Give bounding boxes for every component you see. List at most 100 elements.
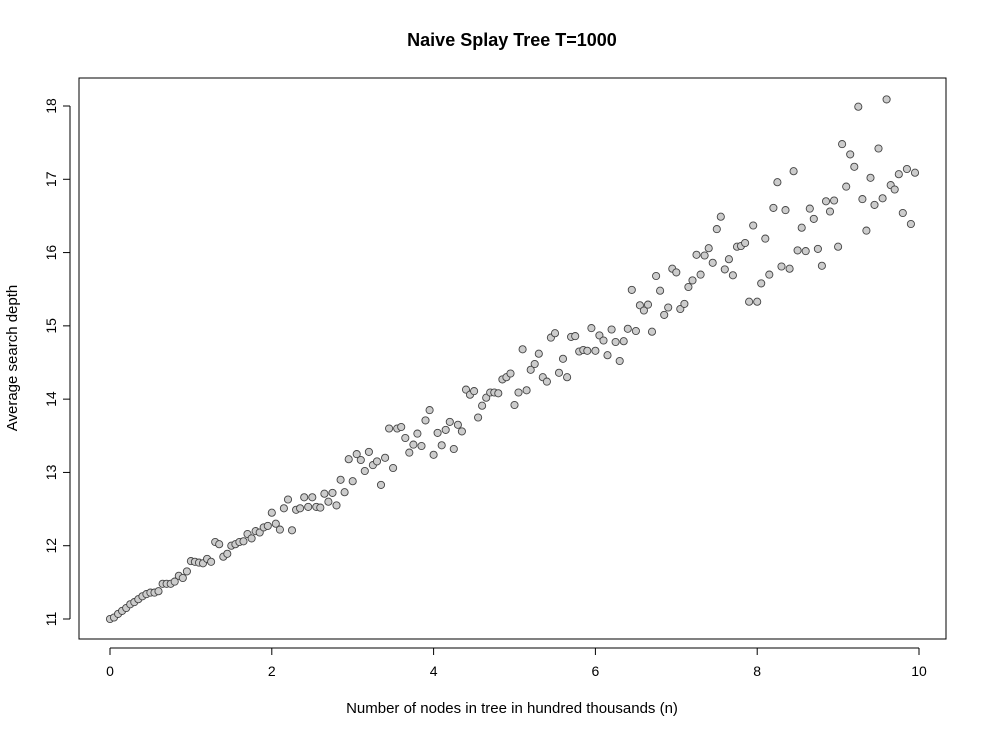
data-point bbox=[534, 349, 543, 358]
data-point bbox=[716, 212, 725, 221]
data-point bbox=[753, 297, 762, 306]
data-point bbox=[364, 447, 373, 456]
data-point bbox=[542, 377, 551, 386]
data-point bbox=[817, 261, 826, 270]
data-point bbox=[757, 279, 766, 288]
data-point bbox=[344, 455, 353, 464]
data-point bbox=[700, 251, 709, 260]
data-point bbox=[275, 525, 284, 534]
data-point bbox=[453, 420, 462, 429]
data-point bbox=[239, 537, 248, 546]
data-point bbox=[316, 503, 325, 512]
data-point bbox=[530, 359, 539, 369]
data-point bbox=[271, 519, 280, 528]
data-point bbox=[300, 493, 309, 502]
data-point bbox=[558, 354, 568, 363]
data-point bbox=[583, 346, 592, 355]
data-point bbox=[215, 540, 224, 549]
data-point bbox=[660, 310, 669, 319]
data-point bbox=[652, 271, 661, 281]
y-tick-label: 11 bbox=[43, 612, 59, 627]
x-tick-label: 2 bbox=[268, 663, 276, 679]
data-point bbox=[704, 244, 713, 253]
data-point bbox=[296, 504, 305, 513]
data-point bbox=[437, 441, 446, 450]
data-point bbox=[348, 477, 357, 486]
data-point bbox=[372, 457, 382, 466]
x-tick-label: 8 bbox=[753, 663, 761, 679]
data-point bbox=[684, 282, 693, 292]
data-point bbox=[749, 221, 758, 230]
data-point bbox=[781, 206, 790, 215]
data-point bbox=[522, 386, 531, 395]
data-point bbox=[178, 573, 187, 583]
data-point bbox=[506, 369, 515, 378]
data-point bbox=[842, 182, 851, 191]
data-point bbox=[708, 258, 717, 267]
data-point bbox=[332, 501, 341, 510]
data-point bbox=[478, 401, 487, 410]
data-point bbox=[449, 444, 458, 454]
data-point bbox=[813, 244, 822, 253]
data-point bbox=[328, 488, 337, 497]
data-point bbox=[603, 351, 612, 360]
data-point bbox=[417, 441, 426, 451]
data-point bbox=[445, 417, 454, 426]
data-point bbox=[680, 299, 689, 308]
data-point bbox=[777, 262, 786, 271]
data-point bbox=[720, 265, 729, 274]
data-point bbox=[631, 326, 640, 336]
data-point bbox=[381, 453, 390, 462]
data-point bbox=[494, 389, 503, 398]
data-point bbox=[324, 497, 333, 506]
data-point bbox=[647, 327, 657, 336]
data-point bbox=[902, 164, 911, 174]
data-point bbox=[910, 168, 920, 177]
data-point bbox=[809, 214, 818, 223]
data-point bbox=[279, 504, 288, 513]
data-point bbox=[263, 521, 272, 530]
y-tick-label: 14 bbox=[43, 391, 59, 407]
data-point bbox=[421, 416, 430, 425]
data-point bbox=[894, 170, 903, 179]
data-point bbox=[793, 246, 802, 255]
data-point bbox=[615, 356, 624, 366]
data-point bbox=[356, 455, 365, 465]
data-point bbox=[874, 144, 883, 153]
plot-frame bbox=[78, 77, 947, 640]
data-point bbox=[761, 234, 770, 243]
y-axis-label: Average search depth bbox=[4, 285, 21, 432]
data-point bbox=[526, 365, 535, 374]
data-point bbox=[514, 388, 523, 397]
data-point bbox=[890, 185, 899, 194]
data-point bbox=[409, 440, 418, 449]
data-point bbox=[591, 346, 600, 355]
data-point bbox=[599, 336, 608, 345]
data-point bbox=[283, 495, 293, 504]
data-point bbox=[724, 255, 733, 264]
y-tick-label: 12 bbox=[43, 538, 59, 554]
data-point bbox=[360, 466, 369, 476]
data-point bbox=[639, 306, 648, 315]
data-point bbox=[376, 480, 386, 489]
data-point bbox=[728, 271, 737, 280]
data-point bbox=[821, 197, 831, 206]
x-tick-label: 6 bbox=[592, 663, 600, 679]
data-point bbox=[510, 400, 519, 410]
data-point bbox=[389, 463, 398, 473]
data-point bbox=[308, 493, 317, 502]
data-point bbox=[789, 167, 798, 176]
data-point bbox=[385, 424, 394, 433]
data-point bbox=[838, 140, 847, 149]
data-point bbox=[805, 204, 814, 213]
data-point bbox=[862, 226, 871, 235]
data-point bbox=[712, 225, 721, 234]
data-point bbox=[854, 102, 863, 111]
data-point bbox=[336, 475, 345, 484]
x-axis: 0 2 4 6 8 10 bbox=[106, 647, 927, 679]
data-point bbox=[627, 285, 636, 294]
data-point bbox=[672, 268, 681, 277]
data-point bbox=[623, 324, 632, 333]
data-point bbox=[397, 422, 406, 432]
data-point bbox=[765, 270, 774, 279]
